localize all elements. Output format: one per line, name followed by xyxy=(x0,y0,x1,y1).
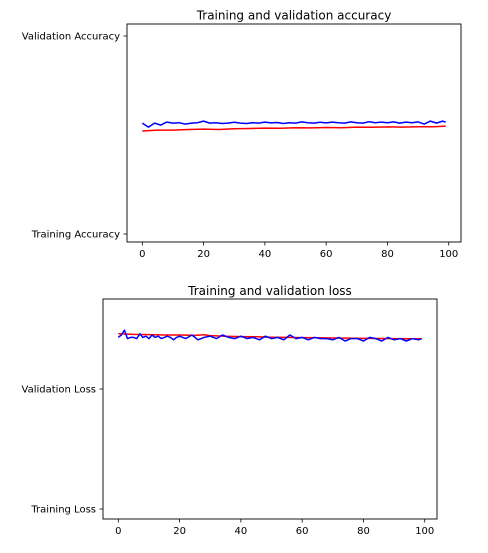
loss-chart-title: Training and validation loss xyxy=(187,284,352,298)
loss-chart: Training and validation loss 0 20 40 60 80 10… xyxy=(22,284,438,537)
loss-plot-frame xyxy=(102,298,438,520)
accuracy-plot-frame xyxy=(126,23,462,243)
x-tick-label: 100 xyxy=(439,249,458,260)
x-tick-label: 100 xyxy=(415,526,434,537)
accuracy-chart-title: Training and validation accuracy xyxy=(196,9,392,23)
loss-series xyxy=(117,329,422,342)
y-tick-label: Validation Loss xyxy=(22,385,97,396)
loss-x-ticks: 0 20 40 60 80 100 xyxy=(115,519,434,537)
y-tick-label: Training Accuracy xyxy=(31,230,120,241)
blue-series-line xyxy=(117,329,422,342)
x-tick-label: 80 xyxy=(357,526,370,537)
accuracy-series xyxy=(141,120,446,132)
y-tick-label: Training Loss xyxy=(30,505,96,516)
x-tick-label: 40 xyxy=(259,249,272,260)
x-tick-label: 40 xyxy=(235,526,248,537)
red-series-line xyxy=(142,125,446,132)
x-tick-label: 20 xyxy=(197,249,210,260)
loss-y-ticks: Training Loss Validation Loss xyxy=(22,385,103,516)
accuracy-y-ticks: Training Accuracy Validation Accuracy xyxy=(22,32,127,241)
x-tick-label: 60 xyxy=(320,249,333,260)
y-tick-label: Validation Accuracy xyxy=(22,32,120,43)
accuracy-x-ticks: 0 20 40 60 80 100 xyxy=(139,242,458,260)
x-tick-label: 20 xyxy=(173,526,186,537)
blue-series-line xyxy=(141,120,446,128)
x-tick-label: 60 xyxy=(296,526,309,537)
accuracy-chart: Training and validation accuracy 0 20 40 60… xyxy=(22,9,462,260)
x-tick-label: 80 xyxy=(381,249,394,260)
x-tick-label: 0 xyxy=(139,249,145,260)
x-tick-label: 0 xyxy=(115,526,121,537)
